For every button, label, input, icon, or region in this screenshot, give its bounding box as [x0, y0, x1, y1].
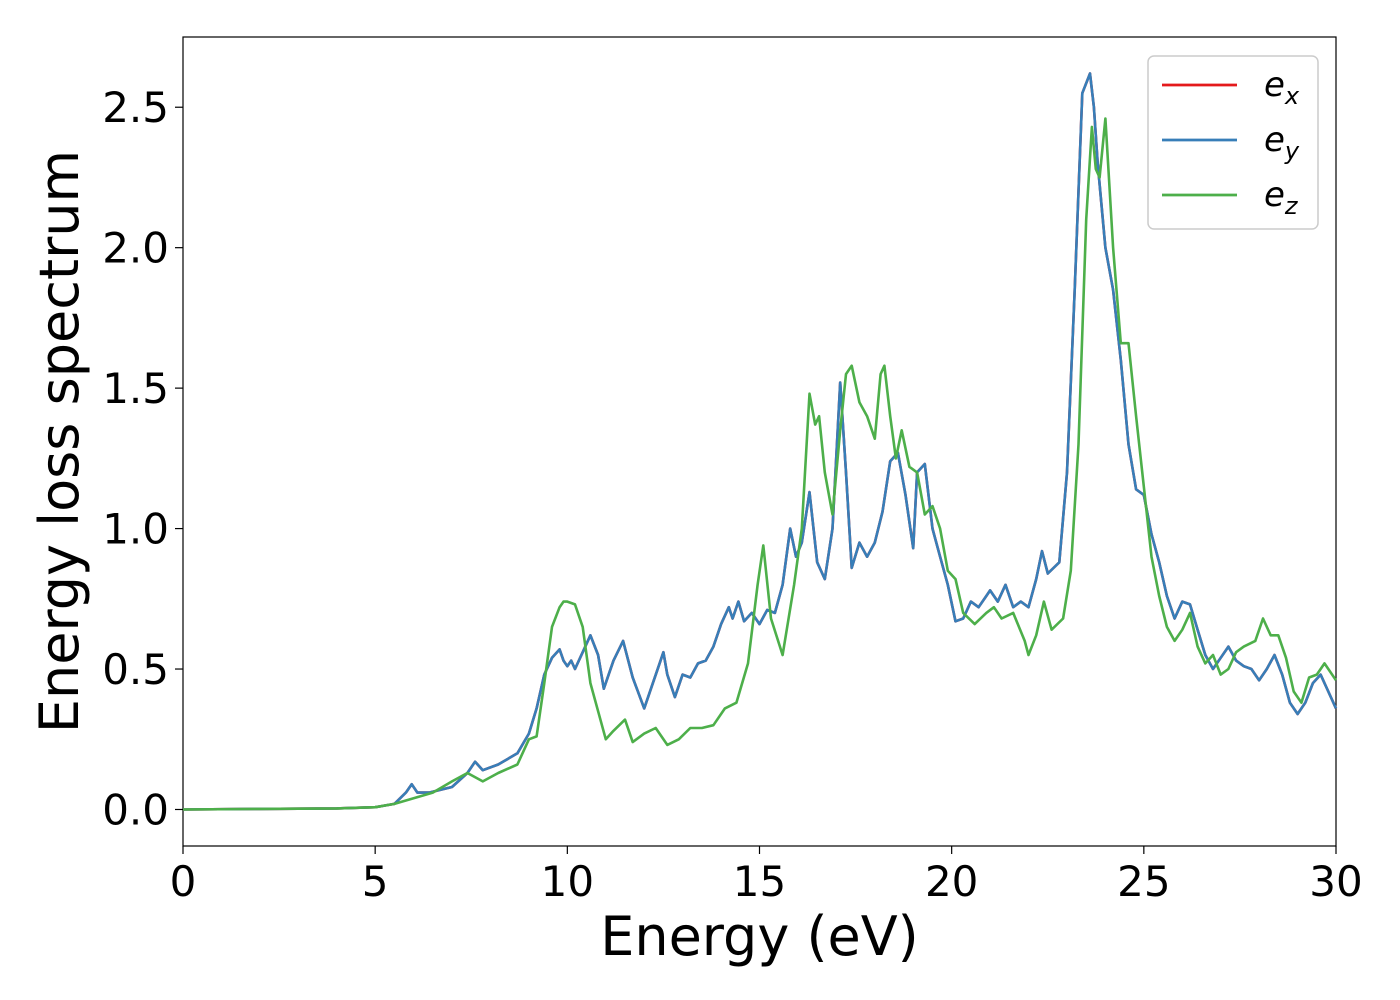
x-tick-label: 15 — [733, 857, 786, 906]
legend-label-x: ex — [1264, 65, 1300, 110]
y-tick-label: 0.5 — [102, 645, 169, 694]
x-tick-label: 5 — [362, 857, 389, 906]
y-tick-label: 1.0 — [102, 505, 169, 554]
x-tick-label: 25 — [1117, 857, 1170, 906]
legend-label-z: ez — [1264, 175, 1299, 220]
y-tick-label: 0.0 — [102, 785, 169, 834]
series-layer — [182, 72, 1338, 811]
series-line-z — [182, 117, 1338, 811]
legend-label-y: ey — [1264, 120, 1300, 165]
legend-box — [1147, 55, 1319, 230]
x-tick-label: 30 — [1309, 857, 1362, 906]
y-axis-label: Energy loss spectrum — [28, 150, 91, 733]
x-axis: 0 5 10 15 20 25 30 — [170, 846, 1363, 906]
y-tick-label: 2.5 — [102, 83, 169, 132]
y-tick-label: 1.5 — [102, 364, 169, 413]
x-axis-label: Energy (eV) — [600, 905, 919, 968]
legend: ex ey ez — [1147, 55, 1319, 230]
x-tick-label: 10 — [541, 857, 594, 906]
series-line-y — [182, 72, 1338, 811]
x-tick-label: 0 — [170, 857, 197, 906]
x-tick-label: 20 — [925, 857, 978, 906]
y-axis: 0.0 0.5 1.0 1.5 2.0 2.5 — [102, 83, 183, 834]
y-tick-label: 2.0 — [102, 224, 169, 273]
